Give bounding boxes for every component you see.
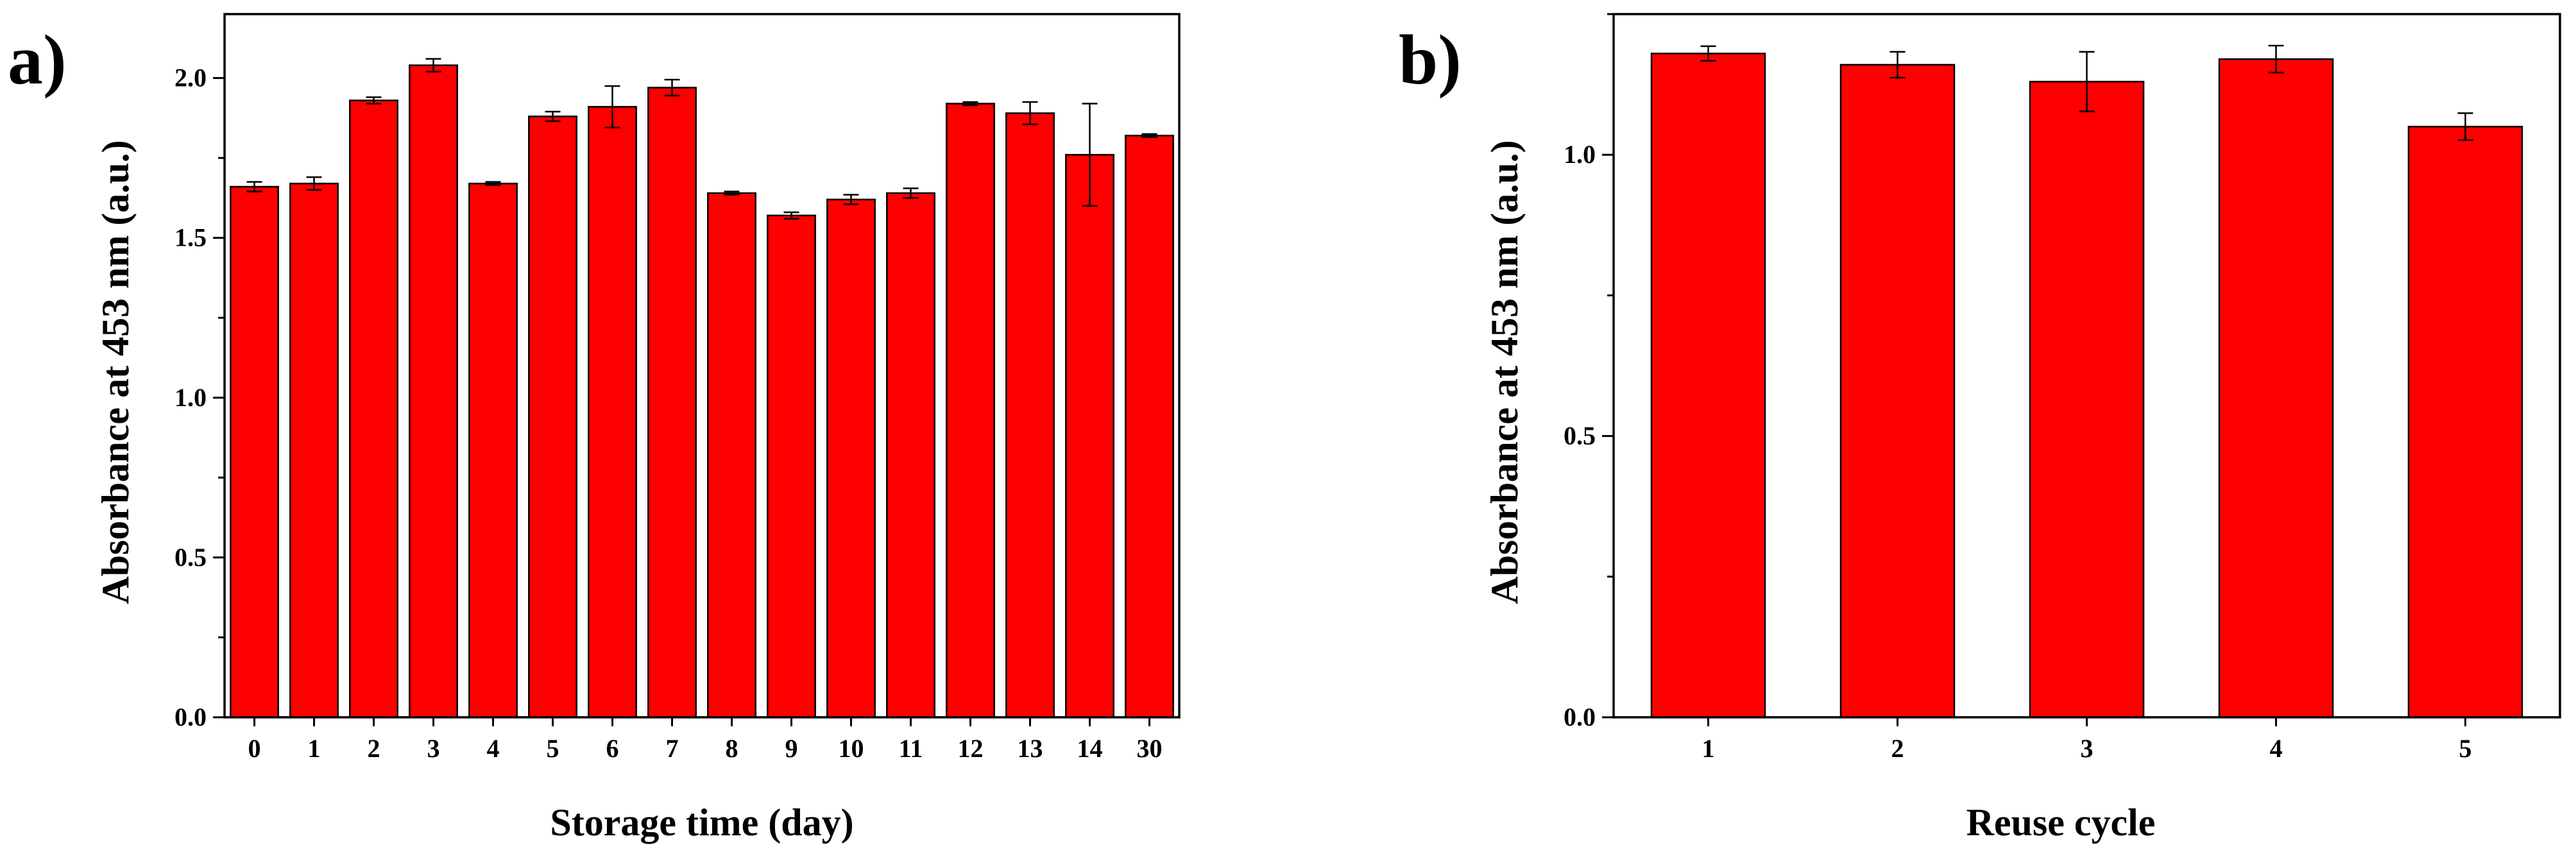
panel-a-plot-frame bbox=[223, 13, 1181, 719]
panel-b-x-tick-label: 4 bbox=[2270, 734, 2283, 763]
panel-a-bar-8[interactable] bbox=[707, 192, 756, 719]
panel-a-bar-3[interactable] bbox=[409, 64, 458, 719]
panel-a-x-tick-label: 10 bbox=[839, 734, 864, 763]
panel-b-y-tick-label: 1.0 bbox=[1564, 140, 1596, 169]
panel-a-bar-11[interactable] bbox=[886, 192, 935, 719]
panel-a-bar-4[interactable] bbox=[468, 182, 518, 719]
panel-b-x-axis-title: Reuse cycle bbox=[1966, 801, 2156, 844]
panel-b-error-bar-2 bbox=[1889, 51, 1906, 79]
panel-a-bar-1[interactable] bbox=[289, 182, 339, 719]
panel-a-x-tick-label: 12 bbox=[958, 734, 984, 763]
panel-b-bar-4[interactable] bbox=[2218, 58, 2334, 719]
panel-a-x-tick-label: 4 bbox=[487, 734, 500, 763]
panel-a-error-bar-5 bbox=[545, 110, 561, 123]
panel-a-error-bar-8 bbox=[724, 191, 740, 196]
panel-a-x-tick-label: 7 bbox=[666, 734, 679, 763]
panel-b-error-bar-5 bbox=[2457, 112, 2473, 141]
panel-a-bar-12[interactable] bbox=[946, 103, 995, 719]
panel-a-x-tick-label: 3 bbox=[427, 734, 440, 763]
panel-a-bar-13[interactable] bbox=[1005, 112, 1055, 719]
panel-a-error-bar-14 bbox=[1082, 103, 1098, 207]
panel-a-error-bar-9 bbox=[783, 211, 799, 220]
panel-b-x-tick-label: 1 bbox=[1702, 734, 1715, 763]
panel-a-x-axis-title: Storage time (day) bbox=[550, 801, 853, 844]
panel-a: a) Storage time (day) Absorbance at 453 … bbox=[8, 13, 1181, 844]
panel-a-y-tick-label: 1.5 bbox=[175, 223, 207, 252]
panel-a-error-bar-0 bbox=[246, 181, 262, 192]
panel-b-bar-1[interactable] bbox=[1650, 53, 1766, 719]
panel-a-x-tick-label: 13 bbox=[1018, 734, 1043, 763]
panel-b-bar-2[interactable] bbox=[1839, 64, 1956, 719]
panel-a-x-tick-label: 8 bbox=[726, 734, 738, 763]
panel-b-label: b) bbox=[1399, 21, 1462, 99]
panel-a-y-tick-label: 0.0 bbox=[175, 703, 207, 731]
panel-a-x-tick-label: 2 bbox=[368, 734, 380, 763]
panel-a-error-bar-7 bbox=[664, 78, 680, 97]
panel-b-bar-5[interactable] bbox=[2407, 126, 2523, 719]
panel-a-x-tick-label: 14 bbox=[1077, 734, 1103, 763]
panel-a-error-bar-6 bbox=[604, 85, 620, 129]
panel-a-error-bar-3 bbox=[425, 58, 441, 72]
panel-a-bar-5[interactable] bbox=[528, 115, 577, 719]
panel-b-error-bar-3 bbox=[2079, 51, 2095, 112]
panel-a-y-tick-label: 0.5 bbox=[175, 543, 207, 572]
panel-a-x-tick-label: 6 bbox=[606, 734, 619, 763]
panel-b-error-bar-1 bbox=[1700, 45, 1716, 62]
panel-a-bar-30[interactable] bbox=[1125, 135, 1174, 719]
panel-b-x-tick-label: 3 bbox=[2081, 734, 2094, 763]
panel-a-error-bar-2 bbox=[366, 96, 382, 105]
panel-a-y-axis-title: Absorbance at 453 nm (a.u.) bbox=[94, 140, 137, 604]
panel-a-label: a) bbox=[8, 21, 67, 99]
panel-b-x-tick-label: 2 bbox=[1891, 734, 1904, 763]
panel-b-x-tick-label: 5 bbox=[2459, 734, 2472, 763]
panel-a-bar-0[interactable] bbox=[230, 185, 279, 719]
panel-a-y-tick-label: 1.0 bbox=[175, 383, 207, 412]
panel-a-x-tick-label: 9 bbox=[785, 734, 798, 763]
panel-b-error-bar-4 bbox=[2268, 44, 2284, 74]
panel-a-y-tick-label: 2.0 bbox=[175, 64, 207, 92]
panel-a-error-bar-30 bbox=[1141, 133, 1157, 139]
panel-a-error-bar-4 bbox=[485, 181, 501, 186]
panel-b-bar-3[interactable] bbox=[2029, 80, 2145, 719]
panel-a-error-bar-11 bbox=[903, 187, 919, 199]
panel-a-error-bar-1 bbox=[306, 176, 322, 191]
panel-b-y-tick-label: 0.0 bbox=[1564, 703, 1596, 731]
panel-a-error-bar-12 bbox=[962, 101, 978, 107]
panel-a-error-bar-10 bbox=[843, 194, 859, 205]
panel-a-bar-6[interactable] bbox=[588, 106, 637, 719]
panel-a-x-tick-label: 30 bbox=[1137, 734, 1163, 763]
panel-b-y-tick-label: 0.5 bbox=[1564, 422, 1596, 450]
panel-a-x-tick-label: 0 bbox=[248, 734, 261, 763]
panel-a-x-tick-label: 1 bbox=[308, 734, 321, 763]
panel-a-x-tick-label: 5 bbox=[547, 734, 559, 763]
panel-a-bar-14[interactable] bbox=[1065, 153, 1114, 719]
panel-b: b) Reuse cycle Absorbance at 453 nm (a.u… bbox=[1399, 13, 2561, 844]
panel-a-bar-7[interactable] bbox=[647, 87, 697, 719]
panel-a-bar-2[interactable] bbox=[349, 99, 398, 719]
panel-a-bar-9[interactable] bbox=[767, 214, 816, 719]
panel-a-error-bar-13 bbox=[1022, 101, 1038, 126]
panel-a-x-tick-label: 11 bbox=[899, 734, 923, 763]
panel-a-bar-10[interactable] bbox=[826, 198, 876, 719]
panel-b-y-axis-title: Absorbance at 453 nm (a.u.) bbox=[1483, 140, 1526, 604]
